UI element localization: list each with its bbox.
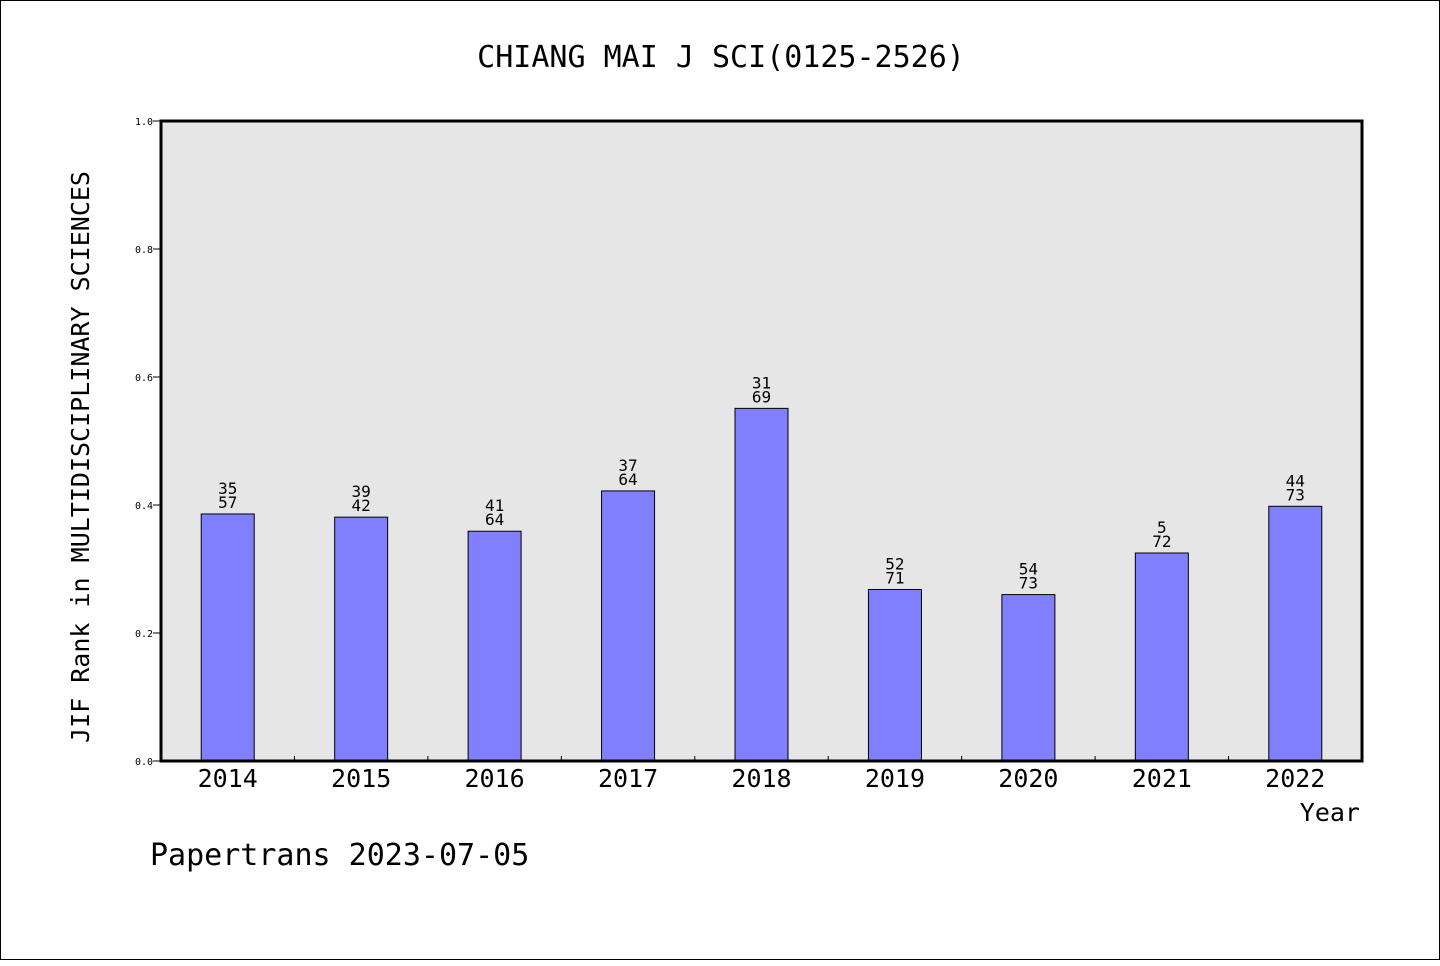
bar-label-bottom: 72 [1152,532,1171,551]
x-axis-ticks: 2014 2015 2016 2017 2018 2019 2020 2021 2022 [198,756,1325,793]
y-tick-label: 0.6 [135,373,153,384]
bar-label-top: 41 [485,496,504,515]
bar-2022 [1268,505,1323,762]
y-tick-label: 0.4 [135,501,153,512]
bar-2021 [1134,552,1189,762]
bar-2016 [467,530,522,762]
bar-label-top: 39 [352,482,371,501]
bar-2020 [1001,594,1056,762]
bar-label-bottom: 57 [218,493,237,512]
y-axis-ticks: 0.0 0.2 0.4 0.6 0.8 1.0 [135,117,161,768]
bar-label-top: 37 [618,456,637,475]
y-tick-label: 1.0 [135,117,153,128]
x-tick-label: 2014 [198,764,258,793]
x-tick-label: 2017 [598,764,658,793]
bar-label-bottom: 64 [485,510,504,529]
plot-border [159,119,1364,763]
x-tick-label: 2019 [865,764,925,793]
bar-label-top: 44 [1286,471,1305,490]
footer-credit: Papertrans 2023-07-05 [150,838,529,873]
bar-label-top: 52 [885,554,904,573]
y-axis-label: JIF Rank in MULTIDISCIPLINARY SCIENCES [66,171,95,743]
bar-label-bottom: 73 [1286,485,1305,504]
bar-label-bottom: 42 [352,496,371,515]
y-tick-label: 0.0 [135,757,153,768]
bar-2015 [334,516,389,762]
x-tick-label: 2021 [1132,764,1192,793]
bar-label-top: 54 [1019,560,1038,579]
bar-label-top: 35 [218,479,237,498]
bars-group [200,407,1323,762]
chart-title: CHIANG MAI J SCI(0125-2526) [477,40,965,75]
y-tick-label: 0.2 [135,629,153,640]
x-tick-label: 2018 [731,764,791,793]
bar-2014 [200,513,255,762]
bar-2018 [734,407,789,762]
x-tick-label: 2020 [998,764,1058,793]
bar-label-top: 5 [1157,518,1167,537]
bar-label-bottom: 64 [618,470,637,489]
bar-label-bottom: 69 [752,387,771,406]
x-tick-label: 2015 [331,764,391,793]
bar-2017 [601,490,656,762]
x-axis-label: Year [1300,798,1360,827]
bar-label-top: 31 [752,373,771,392]
x-tick-label: 2022 [1265,764,1325,793]
bar-label-bottom: 73 [1019,574,1038,593]
bar-label-bottom: 71 [885,568,904,587]
bar-2019 [867,588,922,762]
x-tick-label: 2016 [465,764,525,793]
y-tick-label: 0.8 [135,245,153,256]
